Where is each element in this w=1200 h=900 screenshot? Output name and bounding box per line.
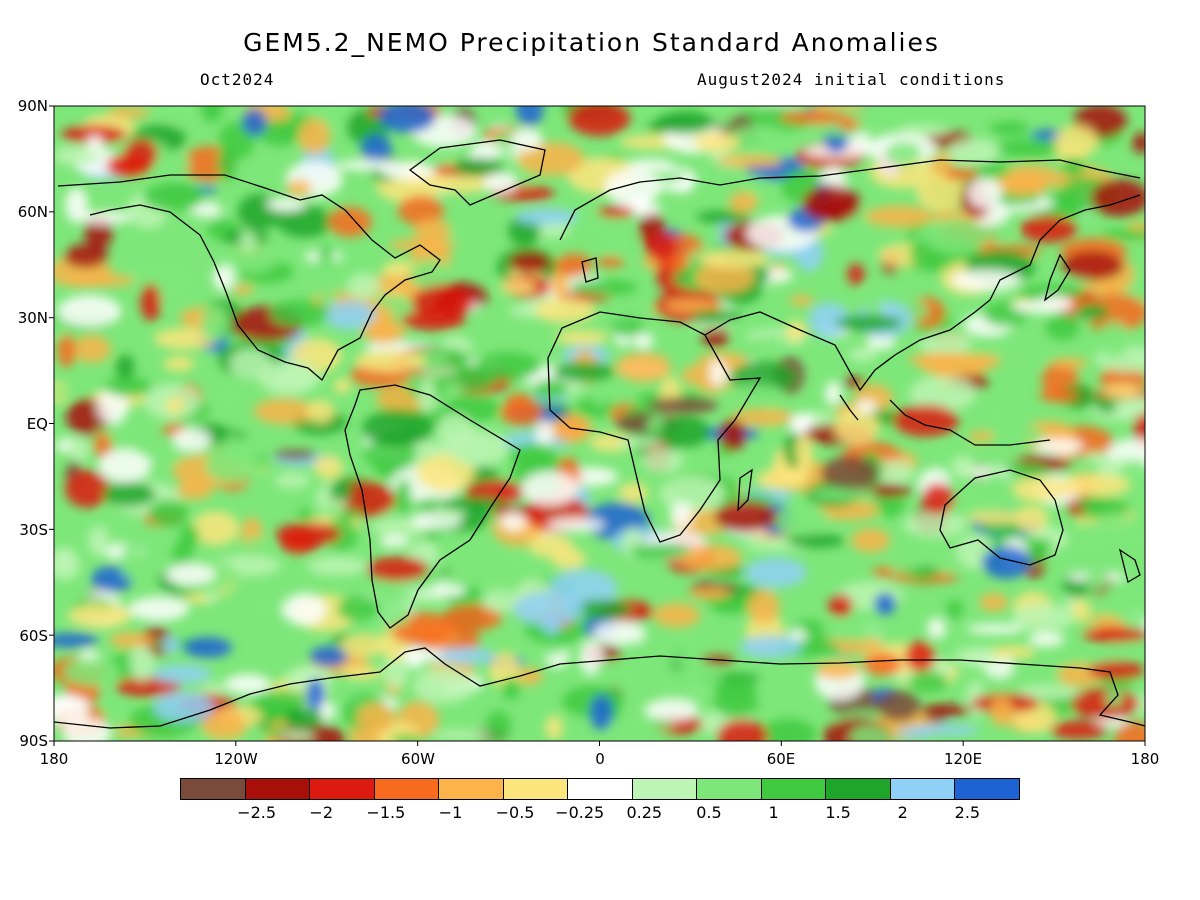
lon-label-60w: 60W (401, 750, 435, 768)
lat-label-eq: EQ (26, 415, 48, 433)
lat-label-90s: 90S (19, 732, 48, 750)
anomaly-field (54, 106, 1145, 741)
lat-label-30s: 30S (19, 521, 48, 539)
colorbar-swatch (245, 779, 311, 799)
colorbar-label: −2 (309, 803, 334, 822)
colorbar-swatch (568, 779, 633, 799)
colorbar-label: 2.5 (954, 803, 981, 822)
lon-label-120w: 120W (214, 750, 258, 768)
initial-conditions-label: August2024 initial conditions (697, 70, 1006, 89)
lon-label-120e: 120E (943, 750, 983, 768)
colorbar-swatch (697, 779, 762, 799)
colorbar-swatch (503, 779, 569, 799)
lat-label-60s: 60S (19, 627, 48, 645)
colorbar-label: 0.25 (626, 803, 663, 822)
colorbar-label: 0.5 (696, 803, 722, 822)
colorbar-swatch (890, 779, 956, 799)
colorbar-label: 1 (768, 803, 779, 822)
colorbar-label: −1.5 (366, 803, 406, 822)
colorbar-swatch (826, 779, 891, 799)
coastlines (54, 139, 1145, 729)
colorbar-label: −0.5 (495, 803, 535, 822)
lon-label-180e: 180 (1130, 750, 1160, 768)
colorbar-swatch (632, 779, 698, 799)
colorbar-label: −0.25 (555, 803, 605, 822)
colorbar-swatch (310, 779, 375, 799)
lat-label-60n: 60N (17, 203, 48, 221)
lat-label-90n: 90N (17, 97, 48, 115)
lon-label-60e: 60E (766, 750, 796, 768)
valid-month-label: Oct2024 (200, 70, 275, 89)
lat-label-30n: 30N (17, 309, 48, 327)
colorbar-label: 1.5 (825, 803, 851, 822)
lon-label-180w: 180 (39, 750, 69, 768)
colorbar-swatch (181, 779, 246, 799)
colorbar (180, 778, 1020, 800)
map-title: GEM5.2_NEMO Precipitation Standard Anoma… (243, 28, 940, 57)
lon-label-0: 0 (595, 750, 605, 768)
colorbar-swatch (955, 779, 1019, 799)
colorbar-swatch (439, 779, 504, 799)
colorbar-label: 2 (897, 803, 908, 822)
colorbar-swatch (374, 779, 440, 799)
colorbar-swatch (761, 779, 827, 799)
colorbar-label: −2.5 (237, 803, 277, 822)
colorbar-label: −1 (438, 803, 463, 822)
